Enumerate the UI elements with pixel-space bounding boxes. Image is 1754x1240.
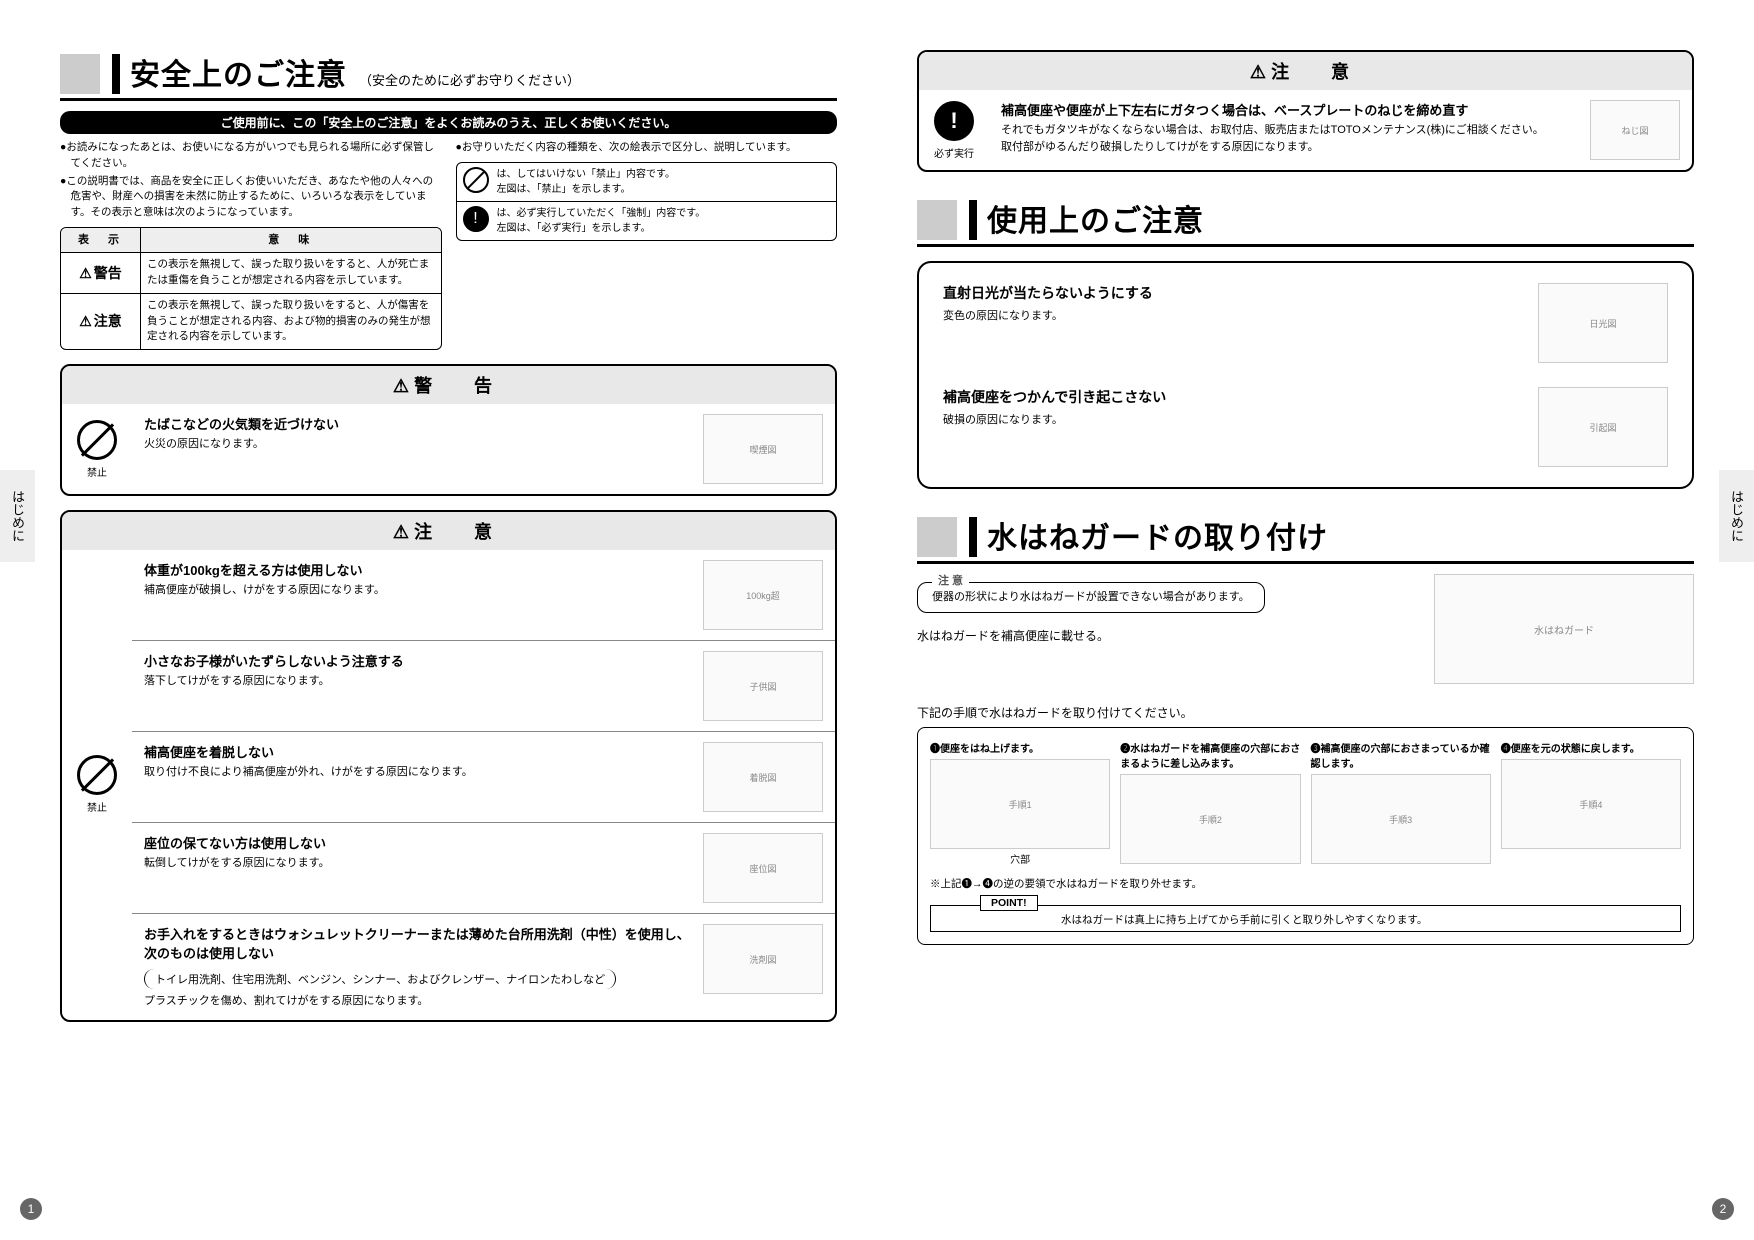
caution-illustration: 子供図 bbox=[703, 651, 823, 721]
mandatory-label: 必ず実行 bbox=[934, 145, 974, 160]
header-gray-square bbox=[60, 54, 100, 94]
intro-bullet: ●この説明書では、商品を安全に正しくお使いいただき、あなたや他の人々への危害や、… bbox=[60, 174, 442, 221]
guard-intro-row: 注 意 便器の形状により水はねガードが設置できない場合があります。 水はねガード… bbox=[917, 574, 1694, 684]
step-illustration: 手順3 bbox=[1311, 774, 1491, 864]
warning-heading: たばこなどの火気類を近づけない bbox=[144, 414, 691, 433]
step-4: ❹便座を元の状態に戻します。 手順4 bbox=[1501, 740, 1681, 866]
meaning-table: 表 示 意 味 警告 この表示を無視して、誤った取り扱いをすると、人が死亡または… bbox=[60, 227, 442, 350]
step-3: ❸補高便座の穴部におさまっているか確認します。 手順3 bbox=[1311, 740, 1491, 866]
meaning-header-meaning: 意 味 bbox=[141, 228, 441, 253]
step-illustration: 手順4 bbox=[1501, 759, 1681, 849]
point-label: POINT! bbox=[980, 895, 1038, 911]
page-number-1: 1 bbox=[20, 1198, 42, 1220]
top-caution-illustration: ねじ図 bbox=[1590, 100, 1680, 160]
caution-illustration: 洗剤図 bbox=[703, 924, 823, 994]
prohibit-icon bbox=[77, 755, 117, 795]
caution-item: 座位の保てない方は使用しない転倒してけがをする原因になります。 座位図 bbox=[132, 822, 835, 913]
caution-illustration: 100kg超 bbox=[703, 560, 823, 630]
point-text: 水はねガードは真上に持ち上げてから手前に引くと取り外しやすくなります。 bbox=[930, 905, 1681, 932]
usage-box: 直射日光が当たらないようにする 変色の原因になります。 日光図 補高便座をつかん… bbox=[917, 261, 1694, 489]
side-tab-right: はじめに bbox=[1719, 470, 1754, 562]
meaning-header-display: 表 示 bbox=[61, 228, 141, 253]
intro-left-col: ●お読みになったあとは、お使いになる方がいつでも見られる場所に必ず保管してくださ… bbox=[60, 140, 442, 350]
top-caution-heading: 補高便座や便座が上下左右にガタつく場合は、ベースプレートのねじを締め直す bbox=[1001, 100, 1578, 119]
meaning-text: この表示を無視して、誤った取り扱いをすると、人が傷害を負うことが想定される内容、… bbox=[141, 294, 441, 349]
caution-item: 補高便座を着脱しない取り付け不良により補高便座が外れ、けがをする原因になります。… bbox=[132, 731, 835, 822]
caution-panel: 注 意 禁止 体重が100kgを超える方は使用しない補高便座が破損し、けがをする… bbox=[60, 510, 837, 1022]
prohibit-icon bbox=[463, 167, 489, 193]
header-gray-square bbox=[917, 517, 957, 557]
black-banner: ご使用前に、この「安全上のご注意」をよくお読みのうえ、正しくお使いください。 bbox=[60, 111, 837, 134]
usage-item: 直射日光が当たらないようにする 変色の原因になります。 日光図 bbox=[943, 283, 1668, 363]
section-guard-header: 水はねガードの取り付け bbox=[917, 513, 1694, 564]
caution-item: 小さなお子様がいたずらしないよう注意する落下してけがをする原因になります。 子供… bbox=[132, 640, 835, 731]
guard-instruction: 水はねガードを補高便座に載せる。 bbox=[917, 627, 1414, 644]
header-gray-square bbox=[917, 200, 957, 240]
warning-panel-title: 警 告 bbox=[62, 366, 835, 404]
symbol-legend: は、してはいけない「禁止」内容です。 左図は、「禁止」を示します。 ! は、必ず… bbox=[456, 162, 838, 241]
caution-illustration: 座位図 bbox=[703, 833, 823, 903]
caution-item: お手入れをするときはウォシュレットクリーナーまたは薄めた台所用洗剤（中性）を使用… bbox=[132, 913, 835, 1020]
section-safety-header: 安全上のご注意 （安全のために必ずお守りください） bbox=[60, 50, 837, 101]
step-2: ❷水はねガードを補高便座の穴部におさまるように差し込みます。 手順2 bbox=[1120, 740, 1300, 866]
meaning-text: この表示を無視して、誤った取り扱いをすると、人が死亡または重傷を負うことが想定さ… bbox=[141, 253, 441, 293]
mandatory-icon: ! bbox=[463, 206, 489, 232]
page-2: はじめに 注 意 ! 必ず実行 補高便座や便座が上下左右にガタつく場合は、ベース… bbox=[877, 0, 1754, 1240]
warning-item: たばこなどの火気類を近づけない 火災の原因になります。 喫煙図 bbox=[132, 404, 835, 494]
caution-illustration: 着脱図 bbox=[703, 742, 823, 812]
usage-illustration: 引起図 bbox=[1538, 387, 1668, 467]
step-heading: 下記の手順で水はねガードを取り付けてください。 bbox=[917, 704, 1694, 721]
warning-illustration: 喫煙図 bbox=[703, 414, 823, 484]
prohibit-label: 禁止 bbox=[87, 464, 107, 479]
warning-panel: 警 告 禁止 たばこなどの火気類を近づけない 火災の原因になります。 喫煙図 bbox=[60, 364, 837, 496]
section-usage-header: 使用上のご注意 bbox=[917, 196, 1694, 247]
step-illustration: 手順2 bbox=[1120, 774, 1300, 864]
top-caution-body: それでもガタツキがなくならない場合は、お取付店、販売店またはTOTOメンテナンス… bbox=[1001, 122, 1578, 155]
top-caution-item: 補高便座や便座が上下左右にガタつく場合は、ベースプレートのねじを締め直す それで… bbox=[989, 90, 1692, 170]
step-illustration: 手順1 bbox=[930, 759, 1110, 849]
usage-item: 補高便座をつかんで引き起こさない 破損の原因になります。 引起図 bbox=[943, 387, 1668, 467]
caution-item: 体重が100kgを超える方は使用しない補高便座が破損し、けがをする原因になります… bbox=[132, 550, 835, 640]
mandatory-icon: ! bbox=[934, 101, 974, 141]
point-box: POINT! 水はねガードは真上に持ち上げてから手前に引くと取り外しやすくなりま… bbox=[930, 905, 1681, 932]
header-black-bar bbox=[112, 54, 120, 94]
prohibit-label: 禁止 bbox=[87, 799, 107, 814]
usage-title: 使用上のご注意 bbox=[987, 196, 1204, 240]
side-tab-left: はじめに bbox=[0, 470, 35, 562]
guard-main-illustration: 水はねガード bbox=[1434, 574, 1694, 684]
page-1: はじめに 安全上のご注意 （安全のために必ずお守りください） ご使用前に、この「… bbox=[0, 0, 877, 1240]
meaning-label-warning: 警告 bbox=[61, 253, 141, 293]
intro-bullet: ●お守りいただく内容の種類を、次の絵表示で区分し、説明しています。 bbox=[456, 140, 838, 156]
guard-title: 水はねガードの取り付け bbox=[987, 513, 1328, 557]
steps-footnote: ※上記❶→❹の逆の要領で水はねガードを取り外せます。 bbox=[930, 876, 1681, 891]
caution-panel-title: 注 意 bbox=[62, 512, 835, 550]
guard-note-label: 注 意 bbox=[932, 573, 969, 590]
paren-note: トイレ用洗剤、住宅用洗剤、ベンジン、シンナー、およびクレンザー、ナイロンたわしな… bbox=[144, 969, 616, 989]
steps-box: ❶便座をはね上げます。 手順1 穴部 ❷水はねガードを補高便座の穴部におさまるよ… bbox=[917, 727, 1694, 945]
usage-illustration: 日光図 bbox=[1538, 283, 1668, 363]
top-caution-title: 注 意 bbox=[919, 52, 1692, 90]
symbol-text: は、してはいけない「禁止」内容です。 左図は、「禁止」を示します。 bbox=[497, 167, 676, 197]
intro-right-col: ●お守りいただく内容の種類を、次の絵表示で区分し、説明しています。 は、してはい… bbox=[456, 140, 838, 350]
warning-body: 火災の原因になります。 bbox=[144, 436, 691, 453]
top-caution-panel: 注 意 ! 必ず実行 補高便座や便座が上下左右にガタつく場合は、ベースプレートの… bbox=[917, 50, 1694, 172]
prohibit-icon bbox=[77, 420, 117, 460]
header-black-bar bbox=[969, 200, 977, 240]
meaning-label-caution: 注意 bbox=[61, 294, 141, 349]
header-black-bar bbox=[969, 517, 977, 557]
page-number-2: 2 bbox=[1712, 1198, 1734, 1220]
step-1: ❶便座をはね上げます。 手順1 穴部 bbox=[930, 740, 1110, 866]
intro-bullet: ●お読みになったあとは、お使いになる方がいつでも見られる場所に必ず保管してくださ… bbox=[60, 140, 442, 172]
safety-subtitle: （安全のために必ずお守りください） bbox=[359, 70, 580, 94]
safety-title: 安全上のご注意 bbox=[130, 50, 347, 94]
guard-note: 注 意 便器の形状により水はねガードが設置できない場合があります。 bbox=[917, 582, 1265, 613]
symbol-text: は、必ず実行していただく「強制」内容です。 左図は、「必ず実行」を示します。 bbox=[497, 206, 706, 236]
intro-columns: ●お読みになったあとは、お使いになる方がいつでも見られる場所に必ず保管してくださ… bbox=[60, 140, 837, 350]
